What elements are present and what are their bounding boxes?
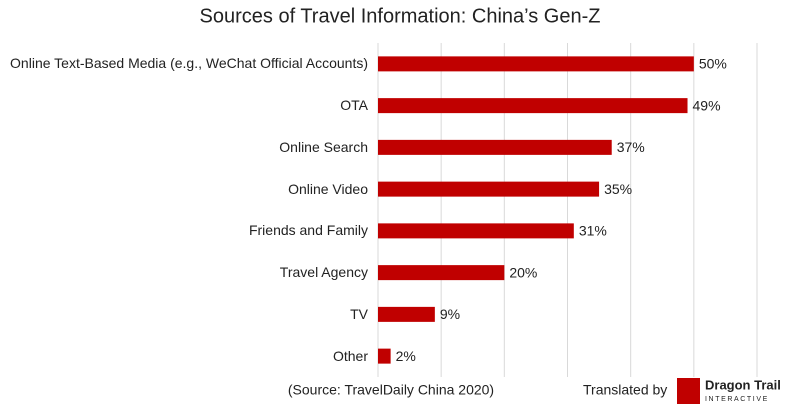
source: (Source: TravelDaily China 2020) <box>288 382 494 398</box>
value-label: 35% <box>604 181 632 197</box>
y-tick-label: Online Text-Based Media (e.g., WeChat Of… <box>10 55 368 72</box>
logo-tagline: INTERACTIVE <box>705 396 769 403</box>
category-label-box: Friends and Family <box>248 222 368 239</box>
value-label: 31% <box>579 223 607 239</box>
category-label-box: Other <box>332 347 368 364</box>
bar <box>378 265 505 281</box>
y-tick-label: Friends and Family <box>248 222 368 239</box>
value-label: 50% <box>699 56 727 72</box>
bar <box>378 348 391 364</box>
bar <box>378 181 600 197</box>
value-label: 49% <box>693 97 721 113</box>
y-tick-label: TV <box>350 305 368 322</box>
y-tick-label: OTA <box>340 97 368 114</box>
y-tick-label: Online Search <box>279 138 368 155</box>
credit: Translated by <box>583 382 667 398</box>
bar <box>378 98 688 114</box>
y-tick-label: Travel Agency <box>279 264 368 281</box>
category-label-box: Online Video <box>288 180 368 197</box>
category-label-box: OTA <box>340 97 368 114</box>
bar <box>378 223 574 239</box>
category-label-box: Travel Agency <box>279 264 368 281</box>
bar <box>378 306 435 322</box>
category-label-box: Online Text-Based Media (e.g., WeChat Of… <box>10 55 368 72</box>
chart-title: Sources of Travel Information: China’s G… <box>200 5 601 27</box>
value-label: 20% <box>509 264 537 280</box>
y-tick-label: Other <box>332 347 368 364</box>
value-label: 37% <box>617 139 645 155</box>
y-tick-label: Online Video <box>288 180 368 197</box>
bar <box>378 139 612 155</box>
logo-name: Dragon Trail <box>705 377 781 392</box>
value-label: 9% <box>440 306 460 322</box>
category-label-box: Online Search <box>279 138 368 155</box>
value-label: 2% <box>396 348 416 364</box>
bar <box>378 56 694 72</box>
logo-mark <box>677 378 700 404</box>
category-label-box: TV <box>350 305 368 322</box>
